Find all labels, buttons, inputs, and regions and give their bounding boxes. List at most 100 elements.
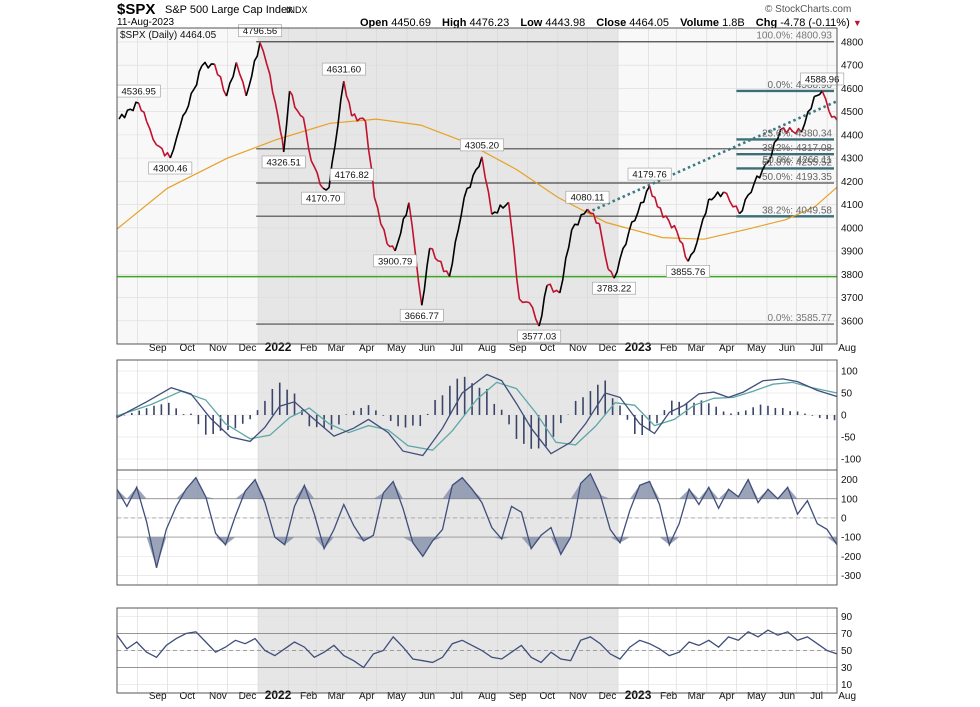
price-segment (463, 156, 483, 198)
month-tick-label: Feb (660, 343, 678, 354)
price-annotation: 4631.60 (327, 65, 361, 76)
price-annotation-box (148, 161, 193, 175)
price-segment (780, 127, 803, 135)
price-annotation: 3855.76 (671, 267, 705, 278)
rsi-tick-label: 50 (841, 646, 853, 657)
price-segment (179, 88, 195, 127)
month-tick-label: Jun (419, 691, 435, 702)
high-label: High (442, 17, 467, 29)
price-segment (373, 197, 388, 245)
price-annotation: 4080.11 (571, 193, 605, 204)
exchange: INDX (286, 5, 308, 15)
month-tick-label: Mar (688, 691, 706, 702)
symbol: $SPX (117, 1, 156, 18)
month-tick-label: Aug (478, 343, 496, 354)
rsi-line (116, 629, 838, 669)
symbol-name: S&P 500 Large Cap Index (165, 4, 293, 16)
price-segment (279, 132, 285, 153)
month-tick-label: Feb (300, 343, 318, 354)
fib-label-2: 50.0%: 4193.35 (762, 172, 832, 183)
price-annotation: 4176.82 (335, 170, 369, 181)
ohlc-bar: Open 4450.69 High 4476.23 Low 4443.98 Cl… (360, 17, 862, 29)
fib-label-2: 38.2%: 4317.08 (762, 143, 832, 154)
cci-tick-label: -100 (841, 533, 861, 544)
price-tick-label: 3900 (841, 247, 864, 258)
month-tick-label: Apr (359, 343, 375, 354)
chg-value: -4.78 (-0.11%) (780, 17, 850, 29)
price-annotation-box (666, 265, 710, 278)
price-segment (201, 61, 215, 69)
price-segment (491, 201, 510, 215)
month-tick-label: Mar (328, 691, 346, 702)
month-tick-label: Oct (540, 691, 556, 702)
month-tick-label: Nov (569, 691, 587, 702)
macd-tick-label: 100 (841, 367, 858, 378)
price-annotation: 4179.76 (632, 170, 666, 181)
price-segment (676, 231, 689, 262)
price-segment (245, 42, 261, 97)
price-segment (586, 208, 600, 225)
price-segment (296, 110, 304, 119)
price-annotation: 4326.51 (267, 157, 301, 168)
price-segment (288, 90, 299, 112)
trend-line (586, 100, 838, 214)
price-segment (351, 113, 367, 122)
cci-tick-label: -300 (841, 571, 861, 582)
price-tick-label: 4600 (841, 84, 864, 95)
price-segment (328, 80, 345, 188)
price-tick-label: 4300 (841, 154, 864, 165)
cci-tick-label: 0 (841, 513, 847, 524)
price-tick-label: 3800 (841, 270, 864, 281)
month-tick-label: Dec (239, 691, 257, 702)
month-tick-label: Nov (569, 343, 587, 354)
price-segment (613, 231, 630, 279)
volume-label: Volume (680, 17, 720, 29)
price-annotation: 3783.22 (597, 284, 631, 295)
month-tick-label: Jun (779, 691, 795, 702)
macd-line (116, 373, 838, 457)
month-tick-label: Oct (540, 343, 556, 354)
cci-overbought-fill (117, 473, 837, 499)
fib-label-2: 50.0%: 4266.11 (763, 155, 833, 166)
price-segment (386, 243, 396, 252)
price-segment (753, 161, 769, 184)
price-annotation: 4305.20 (465, 140, 499, 151)
price-segment (546, 283, 561, 294)
price-segment (571, 208, 589, 231)
price-segment (607, 268, 615, 279)
month-tick-label: Apr (719, 343, 735, 354)
fib-label-2: 61.8%: 4255.52 (762, 157, 832, 168)
price-annotation-box (399, 308, 444, 322)
rsi-tick-label: 10 (841, 680, 853, 691)
price-segment (269, 74, 282, 133)
price-annotation: 3666.77 (405, 311, 439, 322)
low-label: Low (520, 17, 543, 29)
open-value: 4450.69 (391, 17, 431, 29)
close-label: Close (596, 17, 627, 29)
price-segment (137, 102, 148, 122)
price-segment (814, 90, 823, 98)
macd-tick-label: 50 (841, 389, 853, 400)
month-tick-label: Jun (419, 343, 435, 354)
price-segment (429, 247, 451, 277)
cci-frame (116, 469, 838, 586)
price-tick-label: 3700 (841, 293, 864, 304)
price-segment (394, 202, 410, 252)
month-tick-label: Feb (300, 691, 318, 702)
price-segment (145, 121, 158, 146)
price-annotation: 4536.95 (122, 87, 156, 98)
month-tick-label: Mar (328, 343, 346, 354)
price-segment (310, 160, 324, 189)
price-segment (408, 202, 423, 306)
price-annotation: 4796.56 (243, 26, 277, 37)
fib-label-2: 0.0%: 4588.96 (768, 80, 833, 91)
price-segment (528, 302, 540, 327)
month-tick-label: Sep (509, 343, 527, 354)
month-tick-label: Jul (450, 691, 463, 702)
price-prior-band (117, 28, 259, 344)
price-annotation-box (460, 138, 504, 152)
price-tick-label: 4800 (841, 37, 864, 48)
price-segment (169, 125, 181, 159)
rsi-tick-label: 90 (841, 612, 853, 623)
